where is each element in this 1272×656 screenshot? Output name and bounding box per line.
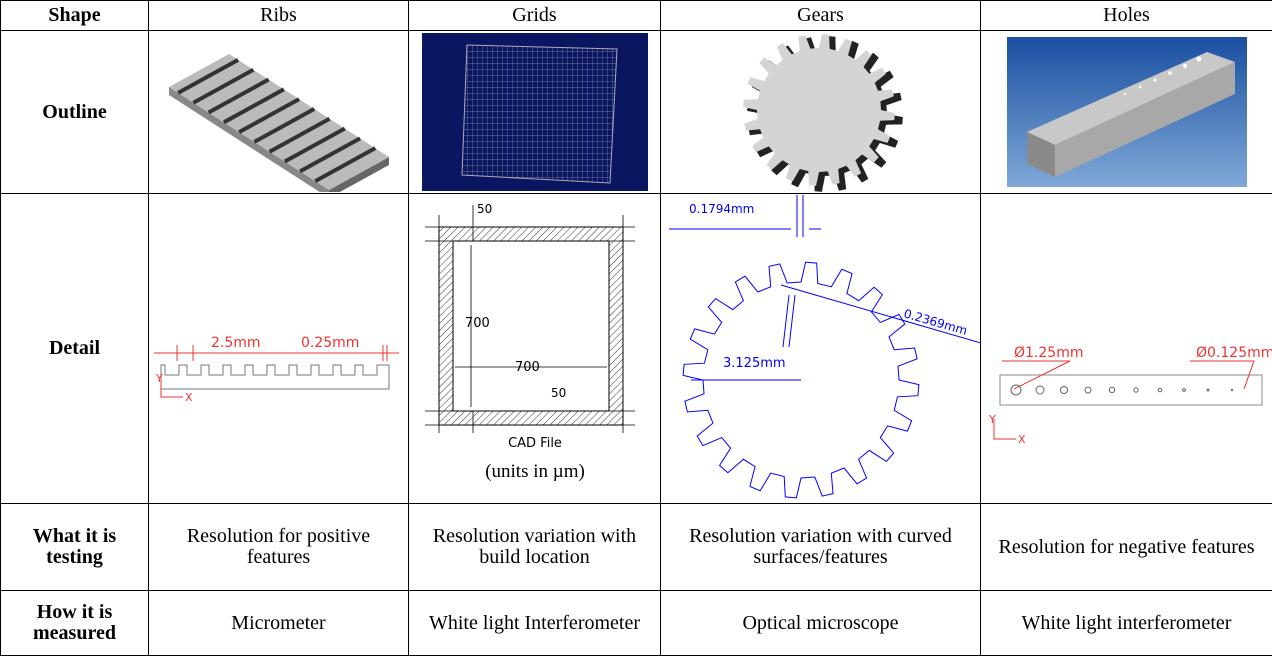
axis-label: Y: [155, 372, 163, 385]
dimension-label: 700: [465, 316, 490, 331]
header-cell: Gears: [661, 1, 981, 31]
dimension-lines: [669, 195, 981, 380]
gear-drawing: 0.1794mm 0.2369mm 3.125mm: [661, 195, 981, 503]
row-label: Detail: [1, 194, 149, 504]
row-label: What it is testing: [1, 504, 149, 591]
axis-icon: [994, 419, 1016, 439]
cell: Resolution for positive features: [149, 504, 409, 591]
detail-row: Detail 2.5mm 0.25mm Y X 50 700 700 50 C: [1, 194, 1272, 504]
dimension-label: 700: [515, 360, 540, 375]
cell: Resolution variation with curved surface…: [661, 504, 981, 591]
ribs-render: [154, 32, 404, 192]
image-cell: [409, 31, 661, 194]
axis-label: Y: [988, 413, 996, 426]
header-row: Shape Ribs Grids Gears Holes: [1, 1, 1272, 31]
image-cell: [661, 31, 981, 194]
slab-top: [169, 54, 389, 190]
header-cell: Grids: [409, 1, 661, 31]
grids-drawing: 50 700 700 50 CAD File (units in µm): [415, 199, 655, 499]
cell: White light interferometer: [981, 591, 1272, 656]
axis-label: X: [1018, 433, 1026, 446]
dimension-label: 2.5mm: [211, 335, 261, 351]
hole: [1158, 388, 1162, 392]
dimension-label: 0.2369mm: [902, 306, 969, 337]
hole: [1133, 387, 1137, 391]
dimension-label: 0.1794mm: [689, 202, 754, 216]
units-note: (units in µm): [485, 461, 585, 482]
hole: [1085, 387, 1091, 393]
hole: [1036, 386, 1044, 394]
gear-render: [721, 32, 921, 192]
holes-render: [1007, 37, 1247, 187]
dimension-label: 3.125mm: [723, 356, 786, 371]
hole: [1231, 389, 1232, 390]
drawing-cell: Ø1.25mm Ø0.125mm Y X: [981, 194, 1272, 504]
axis-label: X: [185, 391, 193, 404]
grid-part: [462, 45, 617, 183]
hole: [1207, 389, 1209, 391]
hole: [1060, 386, 1067, 393]
rib-profile: [161, 365, 389, 389]
cell: Resolution for negative features: [981, 504, 1272, 591]
dimension-label: 50: [477, 202, 492, 216]
axis-icon: [161, 377, 183, 397]
testing-row: What it is testing Resolution for positi…: [1, 504, 1272, 591]
header-cell: Ribs: [149, 1, 409, 31]
hole: [1182, 388, 1185, 391]
cell: Resolution variation with build location: [409, 504, 661, 591]
cell: Optical microscope: [661, 591, 981, 656]
drawing-cell: 50 700 700 50 CAD File (units in µm): [409, 194, 661, 504]
cell: Micrometer: [149, 591, 409, 656]
hole: [1109, 387, 1114, 392]
holes-drawing: Ø1.25mm Ø0.125mm Y X: [982, 249, 1272, 449]
measured-row: How it is measured Micrometer White ligh…: [1, 591, 1272, 656]
page: Shape Ribs Grids Gears Holes Outline Det…: [0, 0, 1272, 655]
dimension-lines: [154, 345, 399, 361]
grids-render: [422, 33, 648, 191]
outline-row: Outline: [1, 31, 1272, 194]
row-label: Outline: [1, 31, 149, 194]
header-cell: Holes: [981, 1, 1272, 31]
image-cell: [149, 31, 409, 194]
dimension-label: Ø1.25mm: [1014, 345, 1083, 361]
ribs-drawing: 2.5mm 0.25mm Y X: [149, 249, 409, 449]
dimension-label: 0.25mm: [301, 335, 359, 351]
drawing-cell: 2.5mm 0.25mm Y X: [149, 194, 409, 504]
caption: CAD File: [508, 436, 562, 451]
image-cell: [981, 31, 1272, 194]
cell: White light Interferometer: [409, 591, 661, 656]
header-cell: Shape: [1, 1, 149, 31]
row-label: How it is measured: [1, 591, 149, 656]
hole: [1011, 385, 1021, 395]
shape-table: Shape Ribs Grids Gears Holes Outline Det…: [0, 0, 1272, 656]
drawing-cell: 0.1794mm 0.2369mm 3.125mm: [661, 194, 981, 504]
block-outline: [1000, 375, 1262, 405]
dimension-label: Ø0.125mm: [1196, 345, 1272, 361]
dimension-label: 50: [551, 386, 566, 400]
